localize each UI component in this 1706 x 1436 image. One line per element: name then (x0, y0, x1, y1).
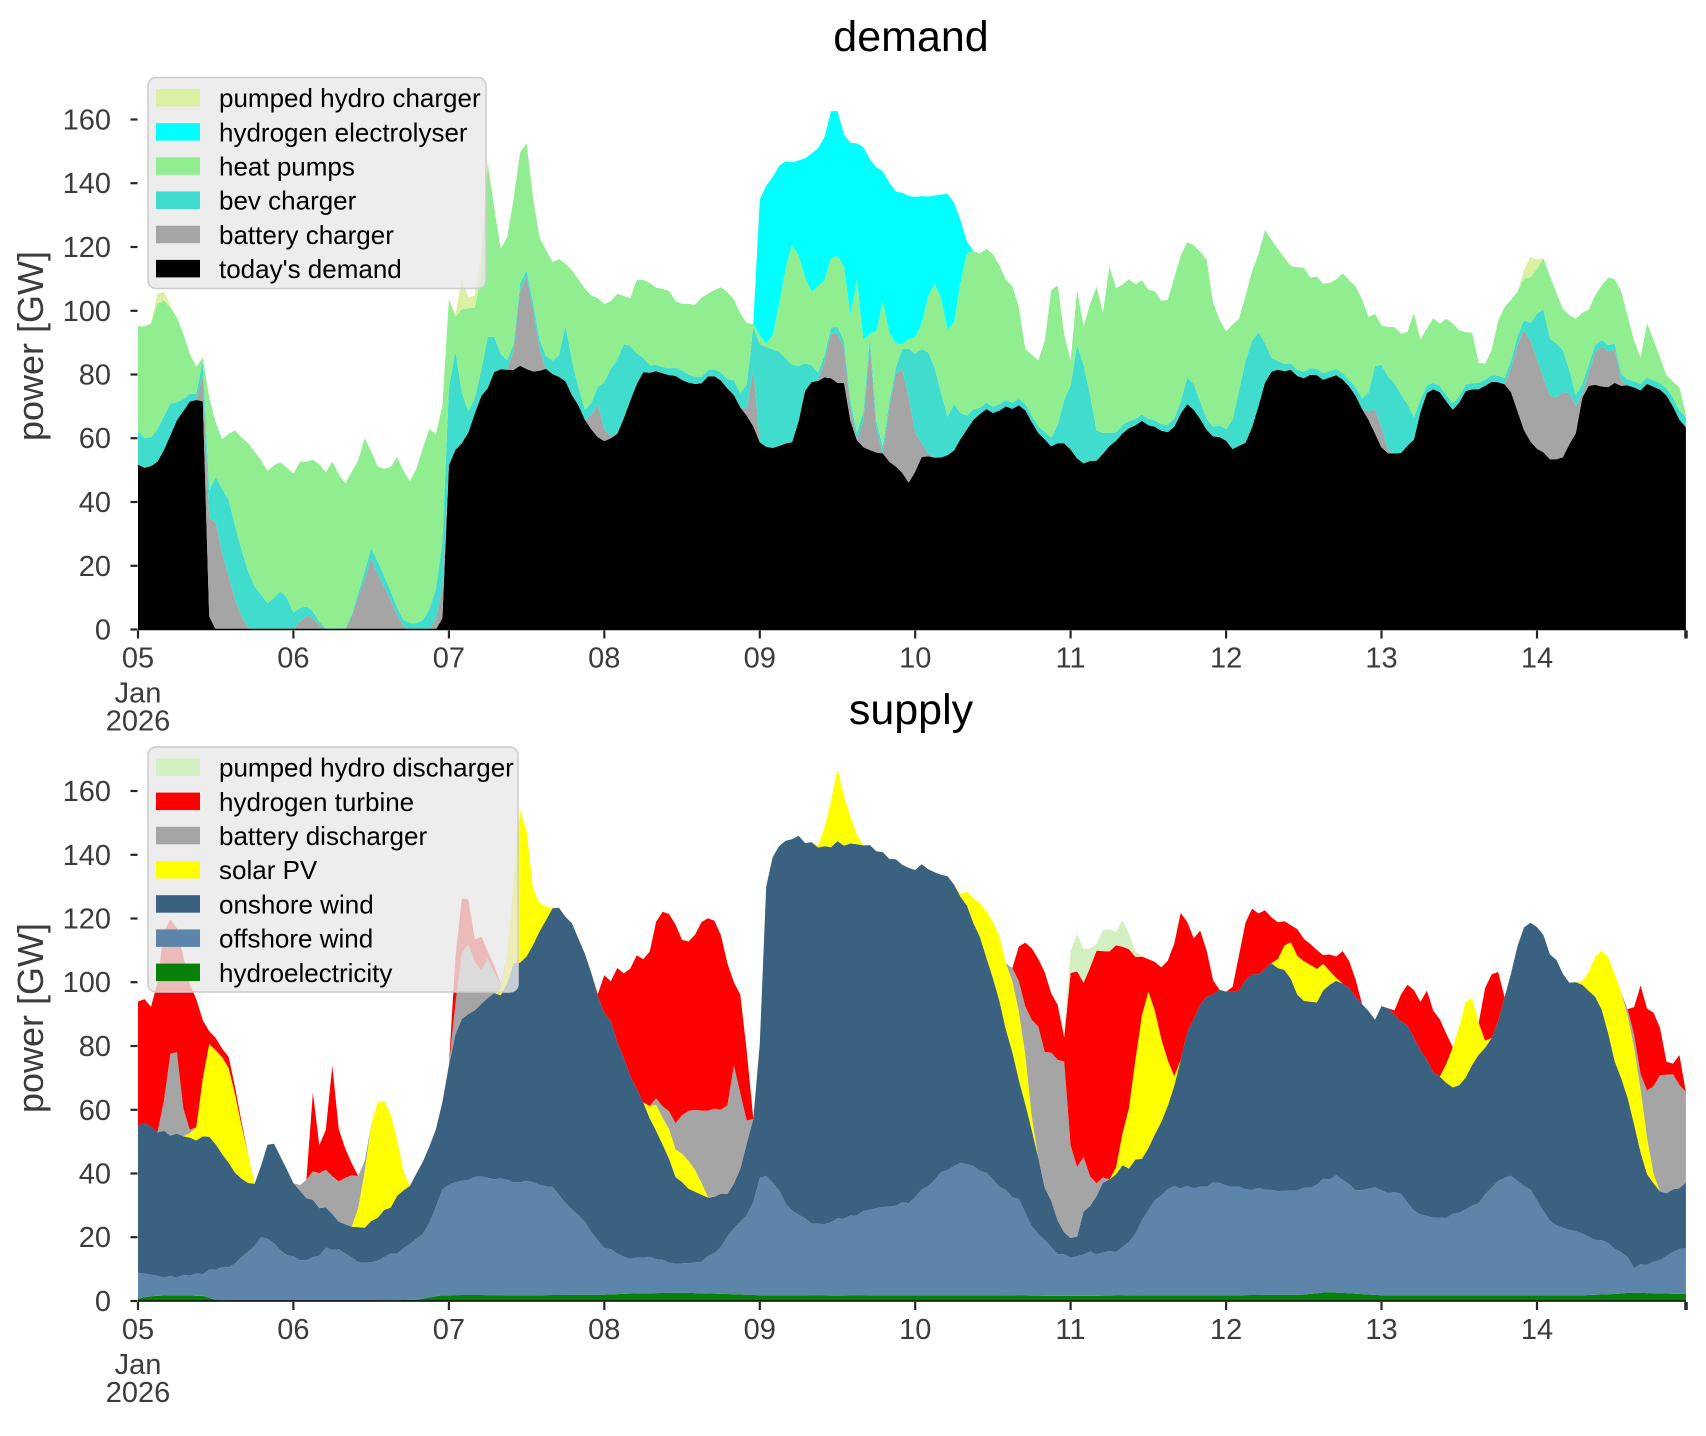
svg-text:140: 140 (63, 168, 111, 200)
svg-text:09: 09 (744, 643, 776, 675)
svg-text:Jan: Jan (115, 1349, 162, 1381)
svg-text:today's demand: today's demand (219, 254, 402, 284)
svg-text:160: 160 (63, 105, 111, 137)
svg-text:140: 140 (63, 840, 111, 872)
svg-text:05: 05 (122, 1314, 154, 1346)
svg-text:12: 12 (1210, 643, 1242, 675)
svg-text:120: 120 (63, 232, 111, 264)
svg-text:60: 60 (79, 423, 111, 455)
svg-text:100: 100 (63, 967, 111, 999)
svg-text:power [GW]: power [GW] (10, 251, 51, 441)
svg-text:13: 13 (1365, 643, 1397, 675)
svg-text:heat pumps: heat pumps (219, 152, 355, 182)
svg-text:11: 11 (1056, 643, 1086, 675)
svg-text:120: 120 (63, 904, 111, 936)
svg-text:08: 08 (588, 643, 620, 675)
svg-text:2026: 2026 (106, 706, 171, 738)
svg-text:Jan: Jan (115, 678, 162, 710)
svg-text:10: 10 (899, 643, 931, 675)
svg-text:05: 05 (122, 643, 154, 675)
svg-text:07: 07 (433, 643, 465, 675)
svg-text:06: 06 (277, 1314, 309, 1346)
svg-text:pumped hydro discharger: pumped hydro discharger (219, 753, 514, 783)
svg-text:hydroelectricity: hydroelectricity (219, 958, 392, 988)
svg-text:14: 14 (1521, 1314, 1553, 1346)
svg-text:0: 0 (95, 1286, 111, 1318)
svg-text:40: 40 (79, 487, 111, 519)
svg-text:0: 0 (95, 615, 111, 647)
svg-text:12: 12 (1210, 1314, 1242, 1346)
svg-text:supply: supply (849, 686, 974, 734)
svg-text:06: 06 (277, 643, 309, 675)
svg-text:demand: demand (833, 13, 988, 61)
svg-text:pumped hydro charger: pumped hydro charger (219, 83, 481, 113)
svg-text:2026: 2026 (106, 1377, 171, 1409)
svg-text:07: 07 (433, 1314, 465, 1346)
svg-text:14: 14 (1521, 643, 1553, 675)
svg-text:battery charger: battery charger (219, 220, 394, 250)
svg-text:160: 160 (63, 776, 111, 808)
svg-text:hydrogen electrolyser: hydrogen electrolyser (219, 117, 468, 147)
svg-text:onshore wind: onshore wind (219, 889, 374, 919)
svg-text:power [GW]: power [GW] (10, 923, 51, 1113)
svg-text:40: 40 (79, 1159, 111, 1191)
svg-text:bev charger: bev charger (219, 186, 357, 216)
svg-text:10: 10 (899, 1314, 931, 1346)
svg-text:13: 13 (1365, 1314, 1397, 1346)
svg-text:battery discharger: battery discharger (219, 821, 427, 851)
svg-text:08: 08 (588, 1314, 620, 1346)
svg-text:100: 100 (63, 296, 111, 328)
svg-text:80: 80 (79, 1031, 111, 1063)
svg-text:09: 09 (744, 1314, 776, 1346)
svg-text:20: 20 (79, 1222, 111, 1254)
svg-text:solar PV: solar PV (219, 855, 318, 885)
svg-text:20: 20 (79, 551, 111, 583)
svg-text:60: 60 (79, 1095, 111, 1127)
svg-text:offshore wind: offshore wind (219, 924, 373, 954)
svg-text:11: 11 (1056, 1314, 1086, 1346)
svg-text:80: 80 (79, 360, 111, 392)
svg-text:hydrogen turbine: hydrogen turbine (219, 787, 414, 817)
